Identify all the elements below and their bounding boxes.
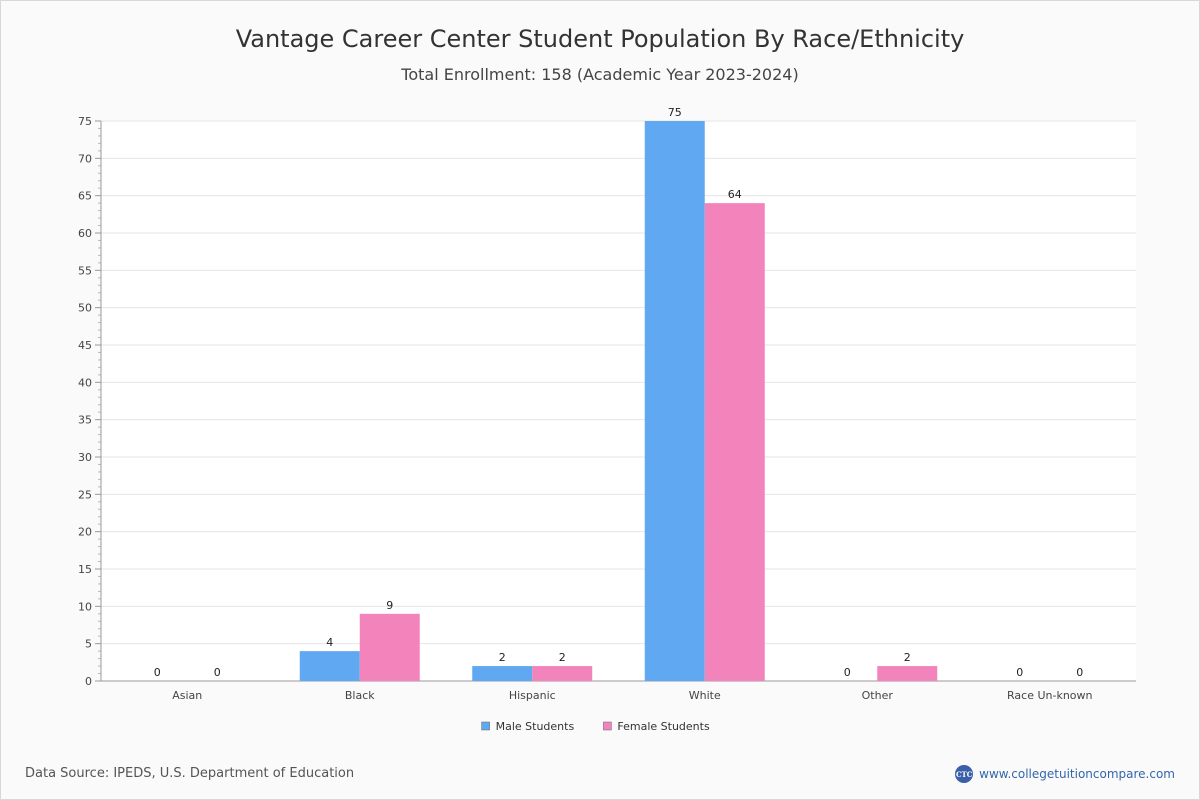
data-label: 9 (386, 599, 393, 612)
bar (472, 666, 533, 681)
brand-url: www.collegetuitioncompare.com (979, 767, 1175, 781)
data-label: 0 (844, 666, 851, 679)
y-tick-label: 30 (78, 451, 92, 464)
grid-lines (101, 120, 1136, 681)
bar (704, 203, 765, 681)
data-label: 64 (728, 188, 742, 201)
data-label: 2 (559, 651, 566, 664)
y-tick-label: 15 (78, 563, 92, 576)
y-tick-label: 40 (78, 376, 92, 389)
bar (299, 651, 360, 681)
bar (532, 666, 593, 681)
x-tick-label: White (689, 689, 721, 702)
y-tick-label: 5 (85, 638, 92, 651)
y-tick-label: 25 (78, 488, 92, 501)
y-tick-label: 55 (78, 264, 92, 277)
data-label: 4 (326, 636, 333, 649)
x-tick-label: Asian (172, 689, 202, 702)
bar (644, 121, 705, 681)
data-labels: 0 0 4 9 2 2 75 64 0 2 0 0 (154, 106, 1084, 679)
y-tick-label: 0 (85, 675, 92, 688)
y-tick-label: 70 (78, 152, 92, 165)
brand-link[interactable]: CTC www.collegetuitioncompare.com (955, 765, 1175, 783)
y-tick-label: 45 (78, 339, 92, 352)
legend-label: Male Students (496, 720, 575, 733)
chart-subtitle: Total Enrollment: 158 (Academic Year 202… (401, 65, 799, 84)
data-label: 0 (214, 666, 221, 679)
data-label: 0 (1076, 666, 1083, 679)
bars (299, 121, 938, 681)
legend-label: Female Students (617, 720, 710, 733)
data-label: 2 (904, 651, 911, 664)
bar (359, 613, 420, 681)
data-source-note: Data Source: IPEDS, U.S. Department of E… (25, 766, 355, 781)
y-tick-label: 10 (78, 600, 92, 613)
data-label: 0 (1016, 666, 1023, 679)
y-tick-label: 35 (78, 414, 92, 427)
legend: Male Students Female Students (481, 720, 710, 733)
y-tick-label: 65 (78, 190, 92, 203)
bar (877, 666, 938, 681)
chart-title: Vantage Career Center Student Population… (235, 25, 965, 53)
y-tick-label: 20 (78, 526, 92, 539)
y-tick-label: 50 (78, 302, 92, 315)
data-label: 0 (154, 666, 161, 679)
x-tick-label: Race Un-known (1007, 689, 1093, 702)
legend-swatch (603, 721, 612, 731)
y-tick-label: 60 (78, 227, 92, 240)
y-tick-label: 75 (78, 115, 92, 128)
legend-swatch (481, 721, 490, 731)
data-label: 75 (668, 106, 682, 119)
brand-logo-icon: CTC (955, 765, 974, 783)
data-label: 2 (499, 651, 506, 664)
x-tick-label: Other (862, 689, 894, 702)
x-tick-label: Hispanic (509, 689, 556, 702)
plot-background (101, 121, 1136, 681)
x-tick-label: Black (345, 689, 375, 702)
